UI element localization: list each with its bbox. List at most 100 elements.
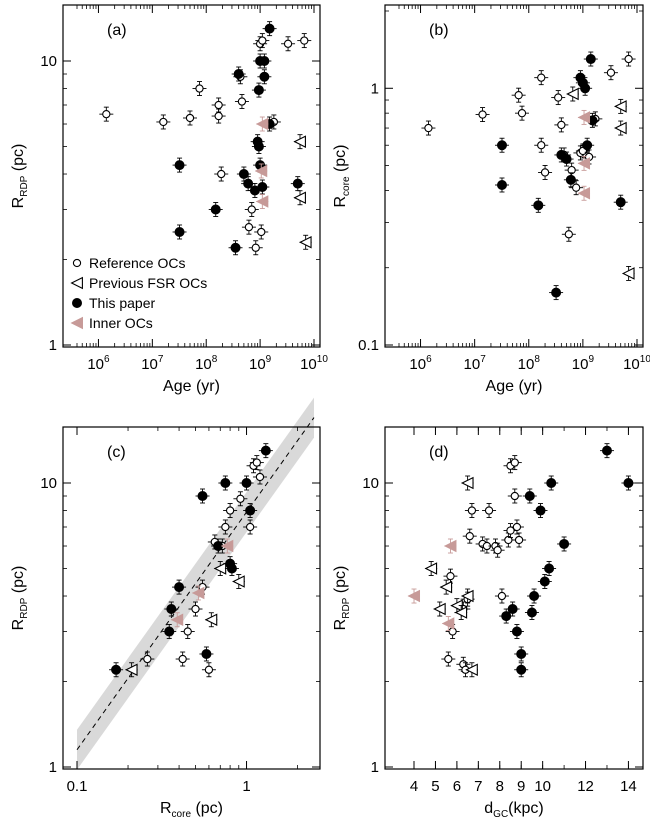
x-axis-label: dGC(kpc) (484, 800, 543, 820)
x-axis-label: Rcore (pc) (160, 800, 223, 820)
x-tick-label: 109 (572, 354, 595, 373)
data-point (621, 267, 635, 280)
data-point (564, 230, 573, 239)
data-point (537, 73, 546, 82)
data-point (214, 111, 223, 121)
data-point (299, 235, 312, 249)
data-point (465, 663, 478, 677)
data-point (554, 93, 563, 102)
legend-marker (72, 297, 83, 308)
panel-tag: (a) (107, 22, 127, 39)
x-tick-label: 106 (87, 354, 110, 373)
data-point (170, 613, 184, 626)
data-point (544, 563, 555, 574)
data-point (533, 200, 544, 211)
data-point (255, 117, 269, 131)
y-tick-label: 10 (362, 475, 379, 492)
data-point (582, 140, 593, 151)
data-point (204, 613, 218, 627)
data-point (191, 604, 200, 614)
data-point (559, 538, 570, 549)
legend-label: This paper (89, 295, 155, 311)
error-bar (621, 51, 636, 67)
data-point (236, 494, 245, 503)
x-tick-label: 1010 (300, 354, 328, 373)
data-point (220, 539, 234, 553)
data-point (514, 535, 524, 545)
data-point (444, 654, 453, 664)
data-point (577, 187, 591, 200)
data-point (424, 123, 433, 133)
data-point (446, 571, 455, 581)
series-reference-ocs (421, 51, 636, 242)
panel-c: 0.1 1 1 10 (c) Rcore (pc) RRDP (pc) (10, 397, 321, 820)
data-point (546, 478, 557, 489)
series-inner-ocs (170, 538, 234, 628)
data-point (424, 562, 438, 575)
data-point (257, 182, 268, 193)
data-point (257, 227, 266, 237)
data-point (514, 91, 523, 100)
x-tick-label: 0.1 (67, 778, 88, 795)
data-point (204, 665, 214, 674)
data-point (478, 110, 487, 119)
y-tick-label: 1 (371, 759, 379, 776)
data-point (244, 223, 254, 232)
data-point (253, 141, 264, 152)
data-point (230, 242, 241, 253)
series-previous-fsr-ocs (293, 134, 312, 250)
data-point (577, 157, 591, 170)
data-point (540, 168, 550, 177)
data-point (164, 626, 175, 637)
series-this-paper (499, 443, 636, 678)
x-tick-label: 107 (464, 354, 487, 373)
data-point (238, 169, 249, 180)
data-point (197, 491, 208, 502)
y-tick-label: 0.1 (358, 337, 379, 354)
series-this-paper (494, 51, 628, 301)
series-previous-fsr-ocs (124, 561, 245, 678)
data-point (565, 174, 576, 185)
data-point (251, 243, 260, 252)
data-point (496, 140, 507, 151)
legend-marker (70, 316, 83, 330)
data-point (537, 141, 546, 150)
data-point (226, 563, 237, 574)
data-point (255, 472, 265, 482)
data-point (504, 535, 513, 545)
data-point (253, 85, 264, 96)
data-point (174, 226, 185, 237)
x-tick-label: 108 (195, 354, 218, 373)
data-point (191, 586, 205, 600)
panel-tag: (d) (429, 444, 449, 461)
data-point (484, 506, 494, 515)
data-point (467, 506, 477, 515)
series-inner-ocs (254, 116, 269, 209)
data-point (245, 505, 256, 516)
panel-tag: (b) (429, 22, 449, 39)
data-point (254, 164, 268, 178)
series-this-paper (172, 21, 305, 256)
x-axis-label: Age (yr) (486, 378, 543, 395)
y-tick-label: 1 (371, 80, 379, 97)
data-point (567, 165, 576, 175)
data-point (293, 191, 306, 205)
data-point (166, 604, 177, 615)
data-point (225, 506, 235, 515)
series-previous-fsr-ocs (566, 86, 635, 281)
panel-tag: (c) (107, 444, 126, 461)
series-reference-ocs (441, 455, 527, 678)
panel-a: 106 107 108 109 1010 1 10 (a) Age (yr) RRDP (pc) R… (10, 4, 328, 395)
data-point (255, 195, 269, 208)
data-point (174, 160, 185, 171)
y-axis-label: RRDP (pc) (10, 144, 30, 209)
x-tick-label: 7 (474, 778, 482, 795)
series-reference-ocs (140, 455, 267, 678)
data-point (566, 87, 579, 101)
y-axis-label: RRDP (pc) (332, 566, 352, 631)
legend-label: Reference OCs (89, 255, 185, 271)
legend-marker (72, 258, 82, 268)
panel-d: 4 5 6 7 8 9 10 12 14 1 10 (d) dGC(kpc) RRDP (pc) (332, 426, 644, 820)
data-point (259, 56, 270, 67)
data-point (623, 478, 634, 489)
